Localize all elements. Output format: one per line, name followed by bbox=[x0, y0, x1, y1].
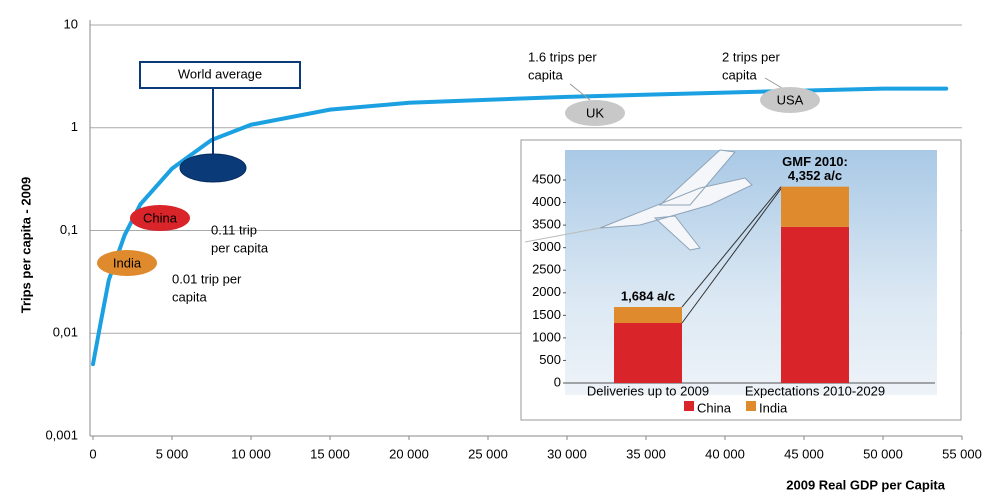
marker bbox=[179, 153, 247, 183]
annotation-label: USA bbox=[777, 92, 804, 107]
marker bbox=[760, 87, 820, 113]
annotation-text: per capita bbox=[211, 240, 269, 255]
x-tick-label: 10 000 bbox=[231, 446, 271, 461]
annotation-text: 2 trips per bbox=[722, 49, 780, 64]
annotation-text: 0.01 trip per bbox=[172, 271, 242, 286]
legend-label: India bbox=[759, 400, 788, 415]
y-tick-label: 2000 bbox=[532, 284, 561, 299]
connector bbox=[569, 83, 591, 101]
y-axis-title: Trips per capita - 2009 bbox=[18, 177, 33, 314]
x-tick-label: 35 000 bbox=[626, 446, 666, 461]
y-tick-label: 0,01 bbox=[53, 325, 78, 340]
y-tick-label: 0 bbox=[554, 374, 561, 389]
bar-segment bbox=[614, 307, 682, 324]
plane bbox=[599, 149, 753, 251]
x-tick-label: Deliveries up to 2009 bbox=[587, 383, 709, 398]
marker bbox=[97, 250, 157, 276]
total-label: GMF 2010: bbox=[782, 154, 848, 169]
annotation-label: India bbox=[113, 255, 142, 270]
annotation-label: China bbox=[143, 210, 178, 225]
y-tick-label: 500 bbox=[539, 352, 561, 367]
y-tick-label: 3000 bbox=[532, 239, 561, 254]
x-tick-label: 0 bbox=[89, 446, 96, 461]
y-tick-label: 10 bbox=[64, 16, 78, 31]
annotation-text: capita bbox=[722, 67, 757, 82]
marker bbox=[130, 205, 190, 231]
annotation-label: UK bbox=[586, 105, 604, 120]
y-tick-label: 2500 bbox=[532, 262, 561, 277]
x-tick-label: 5 000 bbox=[156, 446, 189, 461]
total-label: 4,352 a/c bbox=[788, 168, 842, 183]
x-tick-label: 20 000 bbox=[389, 446, 429, 461]
y-tick-label: 1500 bbox=[532, 307, 561, 322]
bar-segment bbox=[781, 226, 849, 383]
x-axis-title: 2009 Real GDP per Capita bbox=[786, 477, 945, 492]
marker bbox=[565, 100, 625, 126]
y-tick-label: 4000 bbox=[532, 194, 561, 209]
legend-swatch bbox=[684, 401, 694, 411]
annotation-label: World average bbox=[178, 66, 262, 81]
x-tick-label: 25 000 bbox=[468, 446, 508, 461]
connector bbox=[681, 186, 782, 308]
y-tick-label: 1000 bbox=[532, 329, 561, 344]
x-tick-label: Expectations 2010-2029 bbox=[745, 383, 885, 398]
y-tick-label: 3500 bbox=[532, 217, 561, 232]
x-tick-label: 40 000 bbox=[705, 446, 745, 461]
x-tick-label: 55 000 bbox=[942, 446, 982, 461]
legend-label: China bbox=[697, 400, 732, 415]
annotation-text: capita bbox=[528, 67, 563, 82]
annotation-text: 1.6 trips per bbox=[528, 49, 597, 64]
plane-wake bbox=[524, 227, 601, 243]
x-tick-label: 50 000 bbox=[863, 446, 903, 461]
bar-segment bbox=[614, 323, 682, 383]
x-tick-label: 45 000 bbox=[784, 446, 824, 461]
connector bbox=[764, 77, 783, 89]
total-label: 1,684 a/c bbox=[621, 288, 675, 303]
y-tick-label: 1 bbox=[71, 119, 78, 134]
x-tick-label: 30 000 bbox=[547, 446, 587, 461]
connector bbox=[681, 188, 782, 324]
annotation-text: 0.11 trip bbox=[211, 222, 257, 237]
annotation-text: capita bbox=[172, 289, 207, 304]
label-box bbox=[139, 61, 301, 89]
y-tick-label: 0,1 bbox=[60, 222, 78, 237]
x-tick-label: 15 000 bbox=[310, 446, 350, 461]
legend-swatch bbox=[746, 401, 756, 411]
bar-segment bbox=[781, 186, 849, 227]
y-tick-label: 0,001 bbox=[45, 427, 78, 442]
y-tick-label: 4500 bbox=[532, 171, 561, 186]
